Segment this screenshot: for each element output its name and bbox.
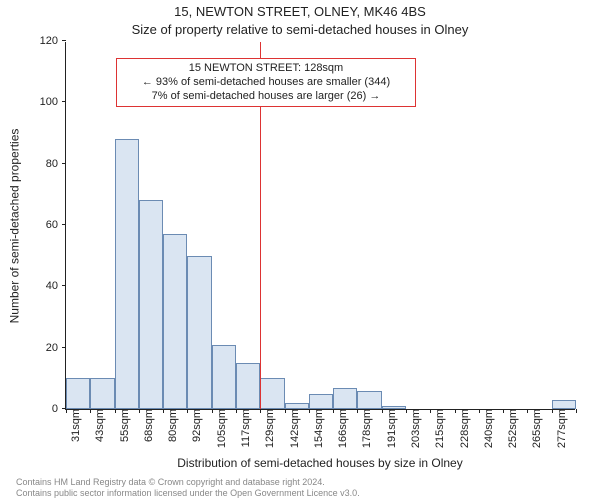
histogram-bar (552, 400, 576, 409)
histogram-bar (66, 378, 90, 409)
y-tick-label: 80 (46, 158, 66, 170)
footer-line1: Contains HM Land Registry data © Crown c… (16, 477, 360, 487)
y-tick-mark (62, 163, 66, 164)
y-tick-mark (62, 40, 66, 41)
histogram-bar (139, 200, 163, 409)
chart-title-line2: Size of property relative to semi-detach… (0, 22, 600, 37)
x-tick-label: 68sqm (135, 409, 155, 442)
x-tick-label: 129sqm (256, 409, 276, 448)
x-tick-label: 240sqm (475, 409, 495, 448)
x-tick-label: 80sqm (159, 409, 179, 442)
histogram-bar (309, 394, 333, 409)
x-tick-label: 191sqm (378, 409, 398, 448)
x-tick-label: 31sqm (62, 409, 82, 442)
annotation-line: 7% of semi-detached houses are larger (2… (123, 90, 409, 104)
x-tick-label: 55sqm (111, 409, 131, 442)
x-tick-label: 203sqm (402, 409, 422, 448)
histogram-bar (187, 256, 211, 409)
x-tick-label: 252sqm (499, 409, 519, 448)
x-tick-label: 43sqm (86, 409, 106, 442)
footer-line2: Contains public sector information licen… (16, 488, 360, 498)
x-tick-label: 105sqm (208, 409, 228, 448)
x-axis-label: Distribution of semi-detached houses by … (65, 456, 575, 470)
histogram-bar (236, 363, 260, 409)
y-tick-label: 120 (40, 35, 66, 47)
histogram-bar (260, 378, 284, 409)
x-tick-mark (576, 409, 577, 413)
y-tick-mark (62, 285, 66, 286)
y-tick-label: 60 (46, 219, 66, 231)
y-tick-label: 100 (40, 96, 66, 108)
histogram-bar (163, 234, 187, 409)
x-tick-label: 92sqm (183, 409, 203, 442)
histogram-bar (333, 388, 357, 409)
x-tick-label: 228sqm (451, 409, 471, 448)
chart-title-line1: 15, NEWTON STREET, OLNEY, MK46 4BS (0, 4, 600, 19)
x-tick-label: 178sqm (353, 409, 373, 448)
annotation-line: 15 NEWTON STREET: 128sqm (123, 62, 409, 76)
y-tick-mark (62, 101, 66, 102)
y-tick-label: 20 (46, 342, 66, 354)
histogram-bar (90, 378, 114, 409)
y-tick-mark (62, 347, 66, 348)
chart-container: 15, NEWTON STREET, OLNEY, MK46 4BS Size … (0, 0, 600, 500)
annotation-line: ← 93% of semi-detached houses are smalle… (123, 76, 409, 90)
x-tick-label: 117sqm (232, 409, 252, 447)
x-tick-label: 154sqm (305, 409, 325, 448)
histogram-bar (115, 139, 139, 409)
x-tick-label: 166sqm (329, 409, 349, 448)
footer-attribution: Contains HM Land Registry data © Crown c… (16, 477, 360, 498)
x-tick-label: 215sqm (426, 409, 446, 448)
plot-area: 02040608010012031sqm43sqm55sqm68sqm80sqm… (65, 42, 575, 410)
x-tick-label: 265sqm (523, 409, 543, 448)
y-tick-mark (62, 224, 66, 225)
x-tick-label: 142sqm (281, 409, 301, 448)
histogram-bar (357, 391, 381, 409)
histogram-bar (212, 345, 236, 409)
x-tick-label: 277sqm (548, 409, 568, 448)
y-axis-label: Number of semi-detached properties (6, 42, 22, 410)
y-tick-label: 40 (46, 280, 66, 292)
annotation-box: 15 NEWTON STREET: 128sqm← 93% of semi-de… (116, 58, 416, 107)
